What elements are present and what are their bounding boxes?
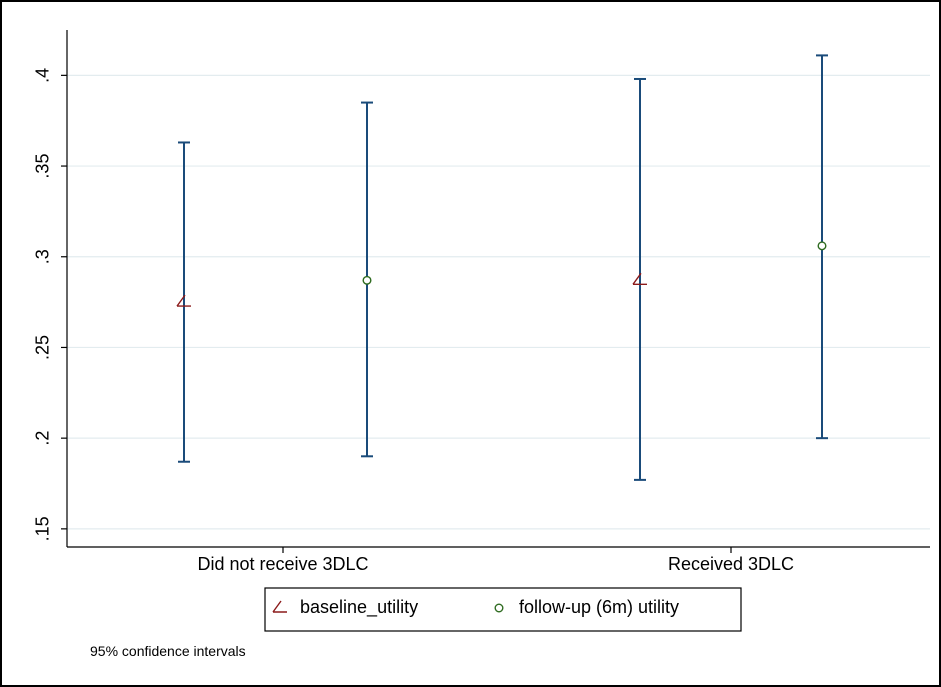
data-point-followup	[362, 275, 372, 285]
x-categories: Did not receive 3DLC Received 3DLC	[197, 547, 794, 574]
x-category-label: Received 3DLC	[668, 554, 794, 574]
y-tick-label: .35	[33, 154, 53, 179]
legend-items: baseline_utility follow-up (6m) utility	[272, 597, 679, 618]
x-category-label: Did not receive 3DLC	[197, 554, 368, 574]
y-ticks: .15 .2 .25 .3 .35 .4	[33, 68, 67, 541]
legend-label: follow-up (6m) utility	[519, 597, 679, 617]
legend-circle-icon	[494, 603, 504, 613]
y-tick-label: .2	[33, 431, 53, 446]
y-tick-label: .15	[33, 516, 53, 541]
y-tick-label: .4	[33, 68, 53, 83]
markers	[176, 241, 827, 307]
y-tick-label: .25	[33, 335, 53, 360]
legend-label: baseline_utility	[300, 597, 418, 618]
y-tick-label: .3	[33, 249, 53, 264]
data-point-baseline	[632, 272, 647, 286]
data-point-baseline	[176, 294, 191, 307]
legend: baseline_utility follow-up (6m) utility	[264, 587, 742, 632]
data-point-followup	[817, 241, 827, 251]
axes	[66, 30, 930, 548]
grid-lines	[67, 74, 930, 530]
chart-note: 95% confidence intervals	[90, 643, 246, 659]
legend-triangle-icon	[272, 600, 287, 613]
